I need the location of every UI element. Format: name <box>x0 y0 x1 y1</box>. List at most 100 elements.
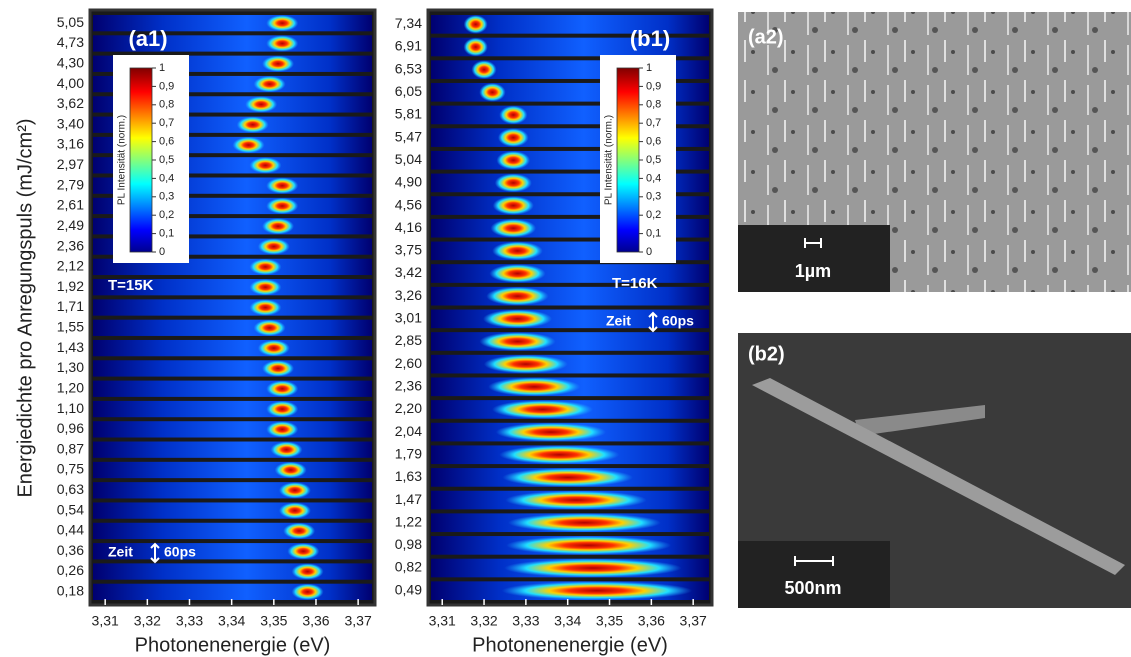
y-tick-label: 1,92 <box>57 278 84 294</box>
intensity-peak <box>278 482 311 499</box>
intensity-peak <box>257 339 290 357</box>
intensity-peak <box>249 157 282 174</box>
colorbar-tick-label: 0 <box>159 246 165 258</box>
colorbar-tick-label: 0,9 <box>159 80 174 92</box>
scale-box <box>738 225 890 292</box>
y-tick-label: 4,16 <box>395 219 422 235</box>
strip <box>93 461 372 479</box>
colorbar-tick-label: 0,7 <box>159 117 174 129</box>
temperature: T=16K <box>612 275 658 292</box>
scale-bar <box>794 556 834 566</box>
y-tick-label: 0,96 <box>57 420 84 436</box>
intensity-peak <box>483 354 568 374</box>
y-tick-label: 0,54 <box>57 501 84 517</box>
y-tick-label: 0,18 <box>57 583 84 599</box>
strip <box>93 299 372 316</box>
intensity-peak <box>291 563 324 580</box>
y-tick-label: 1,22 <box>395 513 422 529</box>
colorbar-tick-label: 0,5 <box>159 154 174 166</box>
intensity-peak <box>495 422 607 442</box>
y-tick-label: 2,61 <box>57 197 84 213</box>
colorbar-tick-label: 0,1 <box>159 228 174 240</box>
intensity-peak <box>489 264 546 283</box>
time-scale: 60ps <box>164 544 196 560</box>
intensity-peak <box>471 60 497 79</box>
x-tick-label: 3,35 <box>260 613 287 629</box>
intensity-peak <box>463 37 488 57</box>
x-tick-label: 3,35 <box>596 613 623 629</box>
intensity-peak <box>488 377 581 397</box>
strip <box>93 380 372 397</box>
intensity-peak <box>479 82 506 102</box>
intensity-peak <box>505 490 647 510</box>
y-tick-label: 1,43 <box>57 339 84 355</box>
intensity-peak <box>497 128 529 147</box>
panel-label: (b2) <box>748 343 785 365</box>
y-tick-label: 4,00 <box>57 75 84 91</box>
y-axis-label: Energiedichte pro Anregungspuls (mJ/cm²) <box>14 118 36 497</box>
strip <box>93 502 372 519</box>
strip <box>93 15 372 32</box>
y-tick-label: 7,34 <box>395 15 422 31</box>
intensity-peak <box>496 150 531 170</box>
y-tick-label: 1,71 <box>57 298 84 314</box>
intensity-peak <box>266 380 299 397</box>
x-tick-label: 3,37 <box>345 613 372 629</box>
intensity-peak <box>492 196 534 215</box>
intensity-peak <box>270 441 303 458</box>
strip <box>93 543 372 560</box>
intensity-peak <box>274 461 307 479</box>
intensity-peak <box>266 421 299 438</box>
nanowire <box>752 378 1125 575</box>
y-tick-label: 3,26 <box>395 287 422 303</box>
y-tick-label: 0,98 <box>395 536 422 552</box>
colorbar-tick-label: 0,6 <box>646 136 661 148</box>
intensity-peak <box>266 400 299 418</box>
y-tick-label: 0,44 <box>57 522 84 538</box>
y-tick-label: 5,05 <box>57 14 84 30</box>
strip <box>93 482 372 499</box>
strip <box>93 360 372 377</box>
y-tick-label: 2,97 <box>57 156 84 172</box>
x-axis-label: Photonenenergie (eV) <box>135 634 331 656</box>
scale-bar <box>804 238 822 248</box>
time-label: Zeit <box>606 313 631 329</box>
time-arrow <box>648 311 658 333</box>
panel-label: (b1) <box>630 26 670 51</box>
intensity-peak <box>249 258 282 276</box>
x-tick-label: 3,36 <box>302 613 329 629</box>
colorbar-tick-label: 0,2 <box>646 209 661 221</box>
y-tick-label: 0,36 <box>57 542 84 558</box>
y-tick-label: 1,20 <box>57 379 84 395</box>
y-tick-label: 0,75 <box>57 461 84 477</box>
y-tick-label: 4,56 <box>395 196 422 212</box>
time-label: Zeit <box>108 544 133 560</box>
intensity-peak <box>506 536 672 555</box>
y-tick-label: 6,05 <box>395 83 422 99</box>
x-tick-label: 3,36 <box>638 613 665 629</box>
x-tick-label: 3,37 <box>680 613 707 629</box>
intensity-peak <box>492 400 594 419</box>
intensity-peak <box>236 116 269 133</box>
y-tick-label: 1,47 <box>395 491 422 507</box>
intensity-peak <box>262 55 295 72</box>
intensity-peak <box>266 35 299 52</box>
intensity-peak <box>278 502 311 519</box>
y-tick-label: 0,87 <box>57 440 84 456</box>
y-tick-label: 3,62 <box>57 95 84 111</box>
y-tick-label: 0,82 <box>395 559 422 575</box>
colorbar-tick-label: 0,8 <box>159 99 174 111</box>
strip <box>431 37 709 57</box>
intensity-peak <box>287 543 320 560</box>
colorbar-tick-label: 0,8 <box>646 99 661 111</box>
panel-label: (a2) <box>748 26 784 48</box>
intensity-peak <box>499 445 620 465</box>
y-tick-label: 6,91 <box>395 38 422 54</box>
intensity-peak <box>266 15 299 32</box>
strip <box>93 35 372 52</box>
y-tick-label: 2,20 <box>395 400 422 416</box>
intensity-peak <box>245 96 278 113</box>
intensity-peak <box>463 15 488 34</box>
y-tick-label: 5,81 <box>395 106 422 122</box>
colorbar-tick-label: 1 <box>646 62 652 74</box>
